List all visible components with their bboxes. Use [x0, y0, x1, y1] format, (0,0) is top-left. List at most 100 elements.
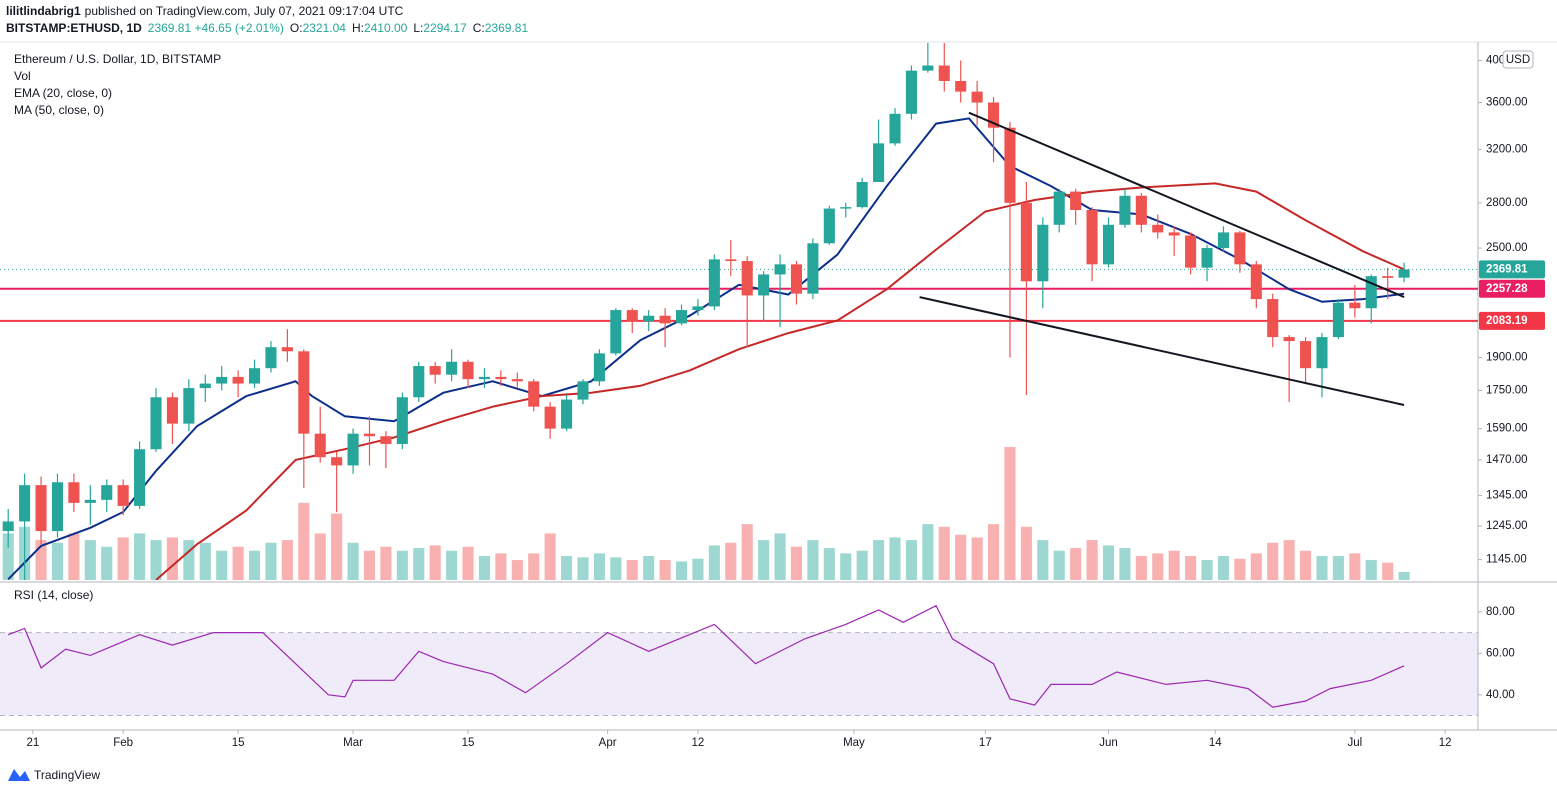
y-tick-label: 1590.00	[1486, 423, 1528, 435]
candle-body	[478, 376, 490, 380]
volume-bar	[692, 558, 704, 580]
ma-line	[155, 182, 1405, 580]
candle-body	[117, 485, 129, 506]
candle-body	[922, 65, 934, 71]
volume-bar	[561, 556, 573, 580]
volume-bar	[1234, 558, 1246, 580]
candle-body	[1234, 232, 1246, 265]
volume-bar	[1365, 560, 1377, 580]
currency-label: USD	[1506, 54, 1530, 66]
candle-body	[593, 353, 605, 382]
volume-bar	[1300, 550, 1312, 580]
candle-body	[790, 264, 803, 294]
price-tag-label: 2083.19	[1486, 315, 1528, 327]
candle-body	[643, 315, 655, 322]
candle-body	[19, 485, 31, 522]
volume-bar	[281, 540, 293, 580]
candle-body	[889, 113, 901, 144]
rsi-band	[0, 632, 1478, 716]
volume-bar	[1217, 556, 1229, 580]
candle-body	[971, 91, 983, 103]
volume-bar	[478, 556, 490, 580]
candle-body	[429, 366, 441, 375]
candle-body	[856, 182, 868, 208]
volume-bar	[1070, 548, 1082, 580]
volume-bar	[1349, 553, 1361, 580]
candle-body	[35, 485, 47, 532]
user: lilitlindabrig1	[6, 4, 81, 18]
candle-body	[1086, 210, 1098, 265]
volume-bar	[1020, 526, 1032, 580]
candle-body	[610, 310, 622, 354]
volume-bar	[840, 553, 852, 580]
candle-body	[281, 347, 293, 352]
candle-body	[741, 261, 753, 296]
candle-body	[249, 368, 261, 384]
candle-body	[1382, 276, 1394, 278]
volume-bar	[577, 557, 589, 580]
candle-body	[511, 379, 523, 382]
candle-body	[380, 436, 392, 444]
candle-body	[462, 361, 474, 380]
candle-body	[905, 70, 917, 114]
candle-body	[1332, 302, 1344, 338]
volume-bar	[1037, 540, 1049, 580]
x-tick-label: 21	[26, 737, 39, 749]
candle-body	[544, 406, 556, 429]
volume-bar	[183, 540, 195, 580]
volume-bar	[528, 553, 540, 580]
volume-bar	[150, 540, 162, 580]
rsi-pane: 80.00 60.00 40.00	[0, 604, 1515, 716]
y-tick-label: 80.00	[1486, 606, 1515, 618]
volume-bar	[1152, 553, 1164, 580]
candle-body	[561, 399, 573, 429]
candle-body	[166, 397, 178, 424]
candle-body	[988, 102, 1000, 128]
volume-bar	[101, 546, 113, 580]
x-tick-label: Feb	[113, 737, 133, 749]
candle-body	[68, 482, 80, 503]
candle-body	[396, 397, 408, 444]
candle-body	[1316, 337, 1328, 369]
legend-title: Ethereum / U.S. Dollar, 1D, BITSTAMP	[14, 52, 221, 66]
candle-body	[150, 397, 162, 450]
volume-bar	[971, 537, 983, 580]
candle-body	[495, 376, 507, 380]
volume-bar	[1316, 556, 1328, 580]
candle-body	[314, 433, 326, 458]
x-tick-label: 12	[1439, 737, 1452, 749]
candle-body	[1020, 202, 1032, 282]
candle-body	[446, 361, 458, 375]
candle-body	[577, 381, 589, 400]
volume-bar	[1004, 447, 1016, 580]
volume-bar	[314, 533, 326, 580]
price-tag-label: 2369.81	[1486, 263, 1528, 275]
y-tick-label: 3200.00	[1486, 144, 1528, 156]
candle-body	[659, 315, 671, 324]
candle-body	[823, 208, 835, 244]
candle-body	[331, 457, 343, 466]
rsi-line	[7, 604, 1405, 708]
x-tick-label: 15	[462, 737, 475, 749]
candle-body	[2, 521, 14, 532]
volume-bar	[363, 550, 376, 580]
legend-entry: Vol	[14, 69, 31, 83]
volume-bar	[166, 537, 178, 580]
logo	[8, 769, 30, 781]
x-tick-label: 17	[979, 737, 992, 749]
candle-body	[938, 65, 950, 81]
published: published on TradingView.com, July 07, 2…	[85, 4, 404, 18]
price-tag	[1479, 260, 1545, 279]
header-symbol: BITSTAMP:ETHUSD, 1D 2369.81 +46.65 (+2.01…	[6, 21, 528, 35]
volume-bar	[938, 526, 950, 580]
candle-body	[1119, 195, 1131, 225]
volume-bar	[1119, 548, 1131, 580]
ohlc-value: 2369.81	[485, 21, 529, 35]
candle-body	[708, 259, 720, 307]
candle-body	[1053, 191, 1065, 225]
candle-body	[84, 499, 96, 503]
candle-body	[183, 388, 195, 424]
x-tick-label: 14	[1209, 737, 1222, 749]
legend: Ethereum / U.S. Dollar, 1D, BITSTAMP Vol…	[14, 52, 221, 602]
